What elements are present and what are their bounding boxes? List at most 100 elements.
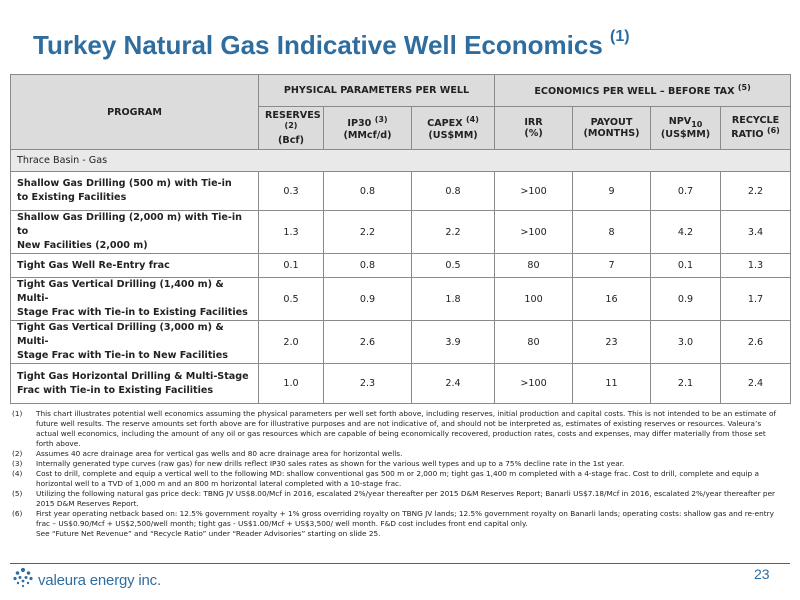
footnote-1: (1) This chart illustrates potential well…	[12, 409, 784, 449]
reserves-cell: 0.1	[258, 253, 324, 278]
irr-cell: 80	[494, 253, 574, 278]
program-cell: Tight Gas Well Re-Entry frac	[10, 253, 259, 278]
table-row: Tight Gas Horizontal Drilling & Multi-St…	[10, 363, 792, 404]
npv-cell: 0.9	[650, 277, 722, 321]
footnote-number: (1)	[12, 409, 23, 418]
capex-cell: 2.4	[410, 363, 496, 404]
table-row: Tight Gas Vertical Drilling (1,400 m) & …	[10, 277, 792, 321]
program-cell: Shallow Gas Drilling (2,000 m) with Tie-…	[10, 210, 259, 254]
col-reserves-sup: (2)	[284, 120, 298, 130]
recycle-cell: 2.6	[720, 320, 792, 364]
irr-cell: >100	[494, 210, 574, 254]
footnote-6: (6) First year operating netback based on…	[12, 509, 784, 529]
ip30-cell: 2.2	[323, 210, 412, 254]
col-payout-header: PAYOUT (MONTHS)	[572, 106, 652, 150]
table-row: Tight Gas Vertical Drilling (3,000 m) & …	[10, 320, 792, 364]
footnote-number: (5)	[12, 489, 23, 498]
recycle-cell: 1.3	[720, 253, 792, 278]
col-payout-unit: (MONTHS)	[583, 128, 640, 139]
footnote-text: Internally generated type curves (raw ga…	[36, 459, 625, 468]
footnote-text: Utilizing the following natural gas pric…	[36, 489, 776, 508]
footnote-text: Assumes 40 acre drainage area for vertic…	[36, 449, 403, 458]
irr-cell: 80	[494, 320, 574, 364]
footnote-number: (3)	[12, 459, 23, 468]
logo-text: valeura energy inc.	[38, 572, 161, 589]
col-capex-label: CAPEX	[427, 118, 463, 130]
payout-cell: 8	[572, 210, 652, 254]
section-label: Thrace Basin - Gas	[9, 149, 792, 172]
col-payout-label: PAYOUT	[590, 117, 633, 128]
npv-cell: 3.0	[650, 320, 722, 364]
capex-cell: 0.5	[410, 253, 496, 278]
footnote-text: First year operating netback based on: 1…	[36, 509, 774, 528]
program-line-1: Tight Gas Vertical Drilling (3,000 m) & …	[17, 322, 224, 347]
recycle-cell: 2.4	[720, 363, 792, 404]
payout-cell: 11	[572, 363, 652, 404]
ip30-cell: 2.3	[323, 363, 412, 404]
recycle-cell: 3.4	[720, 210, 792, 254]
reserves-cell: 0.5	[258, 277, 324, 321]
col-recycle-unit: RATIO	[731, 129, 764, 141]
table-row: Shallow Gas Drilling (500 m) with Tie-in…	[10, 171, 792, 211]
col-capex-header: CAPEX (4) (US$MM)	[410, 106, 496, 150]
program-line-2: New Facilities (2,000 m)	[17, 240, 148, 251]
page-number: 23	[754, 566, 770, 582]
payout-cell: 7	[572, 253, 652, 278]
col-ip30-header: IP30 (3) (MMcf/d)	[323, 106, 412, 150]
reserves-cell: 1.0	[258, 363, 324, 404]
col-capex-unit: (US$MM)	[428, 129, 478, 141]
npv-cell: 0.7	[650, 171, 722, 211]
well-economics-table: PROGRAM PHYSICAL PARAMETERS PER WELL ECO…	[9, 74, 792, 404]
footnote-number: (2)	[12, 449, 23, 458]
footnote-text: This chart illustrates potential well ec…	[36, 409, 777, 448]
npv-cell: 2.1	[650, 363, 722, 404]
program-header: PROGRAM	[10, 74, 259, 150]
program-line-2: Frac with Tie-in to Existing Facilities	[17, 384, 214, 396]
footnote-4: (4) Cost to drill, complete and equip a v…	[12, 469, 784, 489]
company-logo: valeura energy inc.	[12, 567, 161, 594]
recycle-cell: 2.2	[720, 171, 792, 211]
footnote-number: (6)	[12, 509, 23, 518]
footnote-reader-advisory: See “Future Net Revenue” and “Recycle Ra…	[36, 529, 381, 538]
capex-cell: 2.2	[410, 210, 496, 254]
capex-cell: 3.9	[410, 320, 496, 364]
irr-cell: >100	[494, 363, 574, 404]
economics-group-sup: (5)	[737, 83, 751, 93]
reserves-cell: 0.3	[258, 171, 324, 211]
ip30-cell: 0.8	[323, 253, 412, 278]
footnote-number: (4)	[12, 469, 23, 478]
footnote-5: (5) Utilizing the following natural gas p…	[12, 489, 784, 509]
col-npv-label: NPV	[668, 116, 692, 128]
recycle-cell: 1.7	[720, 277, 792, 321]
npv-cell: 4.2	[650, 210, 722, 254]
reserves-cell: 2.0	[258, 320, 324, 364]
capex-cell: 1.8	[410, 277, 496, 321]
section-row: Thrace Basin - Gas	[9, 149, 792, 172]
col-recycle-sup: (6)	[766, 126, 780, 136]
irr-cell: 100	[494, 277, 574, 321]
col-npv-header: NPV10 (US$MM)	[650, 106, 722, 150]
program-line-1: Tight Gas Well Re-Entry frac	[17, 259, 170, 271]
col-ip30-label: IP30	[347, 118, 372, 130]
program-cell: Shallow Gas Drilling (500 m) with Tie-in…	[10, 171, 259, 211]
program-line-1: Shallow Gas Drilling (2,000 m) with Tie-…	[17, 212, 243, 237]
footer-divider	[10, 563, 790, 564]
header-row-columns: RESERVES (2) (Bcf) IP30 (3) (MMcf/d) CAPEX…	[10, 106, 792, 150]
col-npv-sub: 10	[691, 119, 703, 129]
npv-cell: 0.1	[650, 253, 722, 278]
col-recycle-header: RECYCLE RATIO (6)	[720, 106, 792, 150]
footnote-text: Cost to drill, complete and equip a vert…	[36, 469, 759, 488]
program-line-1: Tight Gas Vertical Drilling (1,400 m) & …	[17, 279, 224, 304]
col-irr-label: IRR	[524, 117, 543, 128]
payout-cell: 16	[572, 277, 652, 321]
table-row: Shallow Gas Drilling (2,000 m) with Tie-…	[10, 210, 792, 254]
program-cell: Tight Gas Vertical Drilling (3,000 m) & …	[10, 320, 259, 364]
col-ip30-sup: (3)	[374, 115, 388, 125]
physical-group-header: PHYSICAL PARAMETERS PER WELL	[257, 74, 496, 107]
title-footnote-marker: (1)	[610, 28, 630, 45]
program-line-2: to Existing Facilities	[17, 192, 127, 203]
program-line-1: Tight Gas Horizontal Drilling & Multi-St…	[17, 370, 249, 382]
program-line-1: Shallow Gas Drilling (500 m) with Tie-in	[17, 178, 232, 189]
program-line-2: Stage Frac with Tie-in to New Facilities	[17, 350, 228, 361]
header-row-groups: PROGRAM PHYSICAL PARAMETERS PER WELL ECO…	[10, 74, 792, 150]
